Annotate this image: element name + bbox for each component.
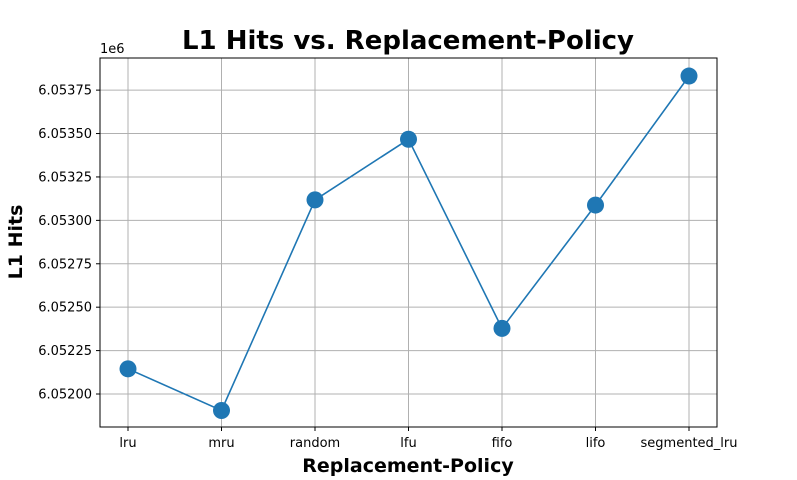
data-point-lifo bbox=[587, 196, 604, 214]
y-tick-label: 6.05350 bbox=[38, 127, 92, 142]
chart-title: L1 Hits vs. Replacement-Policy bbox=[182, 26, 634, 56]
y-tick-label: 6.05275 bbox=[38, 257, 92, 272]
x-axis-label: Replacement-Policy bbox=[302, 455, 514, 477]
x-tick-label: random bbox=[290, 436, 340, 451]
y-tick-label: 6.05375 bbox=[38, 84, 92, 99]
y-tick-label: 6.05325 bbox=[38, 170, 92, 185]
series-markers bbox=[119, 67, 698, 420]
y-tick-label: 6.05300 bbox=[38, 214, 92, 229]
data-point-fifo bbox=[493, 319, 511, 337]
y-offset-label: 1e6 bbox=[100, 42, 125, 57]
x-tick-label: fifo bbox=[492, 436, 513, 451]
x-tick-label: mru bbox=[208, 436, 234, 451]
x-axis: lru mru random lfu fifo lifo segmented_lru bbox=[119, 427, 737, 451]
data-point-segmented-lru bbox=[680, 67, 698, 85]
y-tick-label: 6.05200 bbox=[38, 388, 92, 403]
x-tick-label: lifo bbox=[586, 436, 606, 451]
data-point-lru bbox=[119, 360, 137, 378]
x-tick-label: lru bbox=[119, 436, 136, 451]
y-tick-label: 6.05225 bbox=[38, 344, 92, 359]
data-point-random bbox=[306, 191, 324, 209]
y-tick-label: 6.05250 bbox=[38, 301, 92, 316]
data-point-mru bbox=[213, 402, 230, 420]
x-tick-label: segmented_lru bbox=[641, 436, 738, 451]
x-tick-label: lfu bbox=[400, 436, 416, 451]
y-axis-label: L1 Hits bbox=[5, 205, 27, 280]
data-point-lfu bbox=[400, 130, 417, 148]
grid bbox=[100, 58, 717, 427]
y-axis: 6.05200 6.05225 6.05250 6.05275 6.05300 6.053… bbox=[38, 84, 100, 403]
